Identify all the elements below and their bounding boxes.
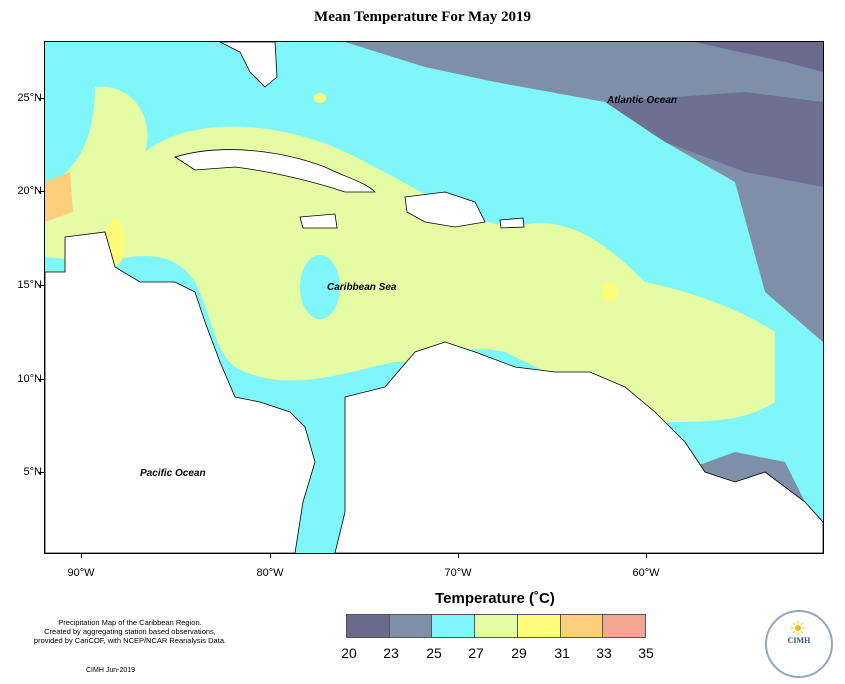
lon-tick-70w [458, 553, 459, 558]
caribbean-sea-label: Caribbean Sea [327, 282, 397, 293]
sun-icon [791, 621, 805, 635]
atlantic-ocean-label: Atlantic Ocean [607, 95, 678, 106]
credits-date: CIMH Jun-2019 [86, 667, 136, 674]
legend-swatch-23-25 [389, 615, 433, 637]
zone-29-31-patch-bahamas [314, 93, 326, 103]
legend-swatch-25-27 [432, 615, 476, 637]
legend-tick-31: 31 [554, 645, 570, 661]
legend-tick-25: 25 [426, 645, 442, 661]
legend-tick-35: 35 [638, 645, 654, 661]
legend-colorbar [346, 614, 646, 638]
temperature-field [45, 42, 823, 553]
lon-tick-90w [81, 553, 82, 558]
land-central-america [45, 231, 316, 553]
zone-20-23-atlantic-east [605, 92, 823, 187]
lat-label-15n: 15°N [17, 279, 42, 291]
land-puerto-rico [499, 217, 525, 229]
lat-label-10n: 10°N [17, 373, 42, 385]
lat-label-20n: 20°N [17, 185, 42, 197]
lon-tick-60w [646, 553, 647, 558]
logo-text: CIMH [787, 636, 811, 645]
legend-swatch-29-31 [517, 615, 561, 637]
credits-line-2: Created by aggregating station based obs… [44, 627, 216, 636]
legend-swatch-31-33 [560, 615, 604, 637]
legend-tick-23: 23 [383, 645, 399, 661]
lon-label-60w: 60°W [632, 567, 660, 579]
credits-line-1: Precipitation Map of the Caribbean Regio… [58, 618, 202, 627]
lat-label-25n: 25°N [17, 92, 42, 104]
legend-tick-20: 20 [341, 645, 357, 661]
map-title: Mean Temperature For May 2019 [314, 9, 531, 25]
pacific-ocean-label: Pacific Ocean [140, 468, 206, 479]
credits-text: Precipitation Map of the Caribbean Regio… [10, 618, 250, 645]
lat-tick-5n [39, 472, 44, 473]
lon-label-70w: 70°W [444, 567, 472, 579]
map-area: Atlantic Ocean Caribbean Sea Pacific Oce… [44, 41, 824, 554]
land-south-america [334, 341, 823, 553]
land-jamaica [299, 213, 338, 229]
lat-label-5n: 5°N [23, 466, 42, 478]
zone-20-23-corner [695, 42, 823, 72]
legend-tick-29: 29 [511, 645, 527, 661]
lat-tick-10n [39, 379, 44, 380]
legend-title: Temperature (˚C) [435, 590, 555, 607]
lon-label-80w: 80°W [256, 567, 284, 579]
lat-tick-20n [39, 191, 44, 192]
land-florida [219, 42, 278, 88]
legend-swatch-33-35 [603, 615, 646, 637]
land-cuba [174, 149, 376, 193]
cimh-logo: CIMH [765, 610, 833, 678]
legend-tick-33: 33 [596, 645, 612, 661]
credits-line-3: provided by CariCOF, with NCEP/NCAR Rean… [33, 636, 227, 645]
zone-27-29-caribbean [45, 86, 775, 422]
legend-swatch-27-29 [475, 615, 518, 637]
zone-29-31-patch-east [602, 282, 618, 302]
zone-25-27-pool [300, 255, 340, 319]
lat-tick-15n [39, 285, 44, 286]
land-hispaniola [404, 191, 486, 228]
lon-label-90w: 90°W [67, 567, 95, 579]
legend-tick-27: 27 [468, 645, 484, 661]
lon-tick-80w [270, 553, 271, 558]
zone-31-33-patch [45, 172, 73, 222]
legend-swatch-20-23 [347, 615, 390, 637]
lat-tick-25n [39, 98, 44, 99]
